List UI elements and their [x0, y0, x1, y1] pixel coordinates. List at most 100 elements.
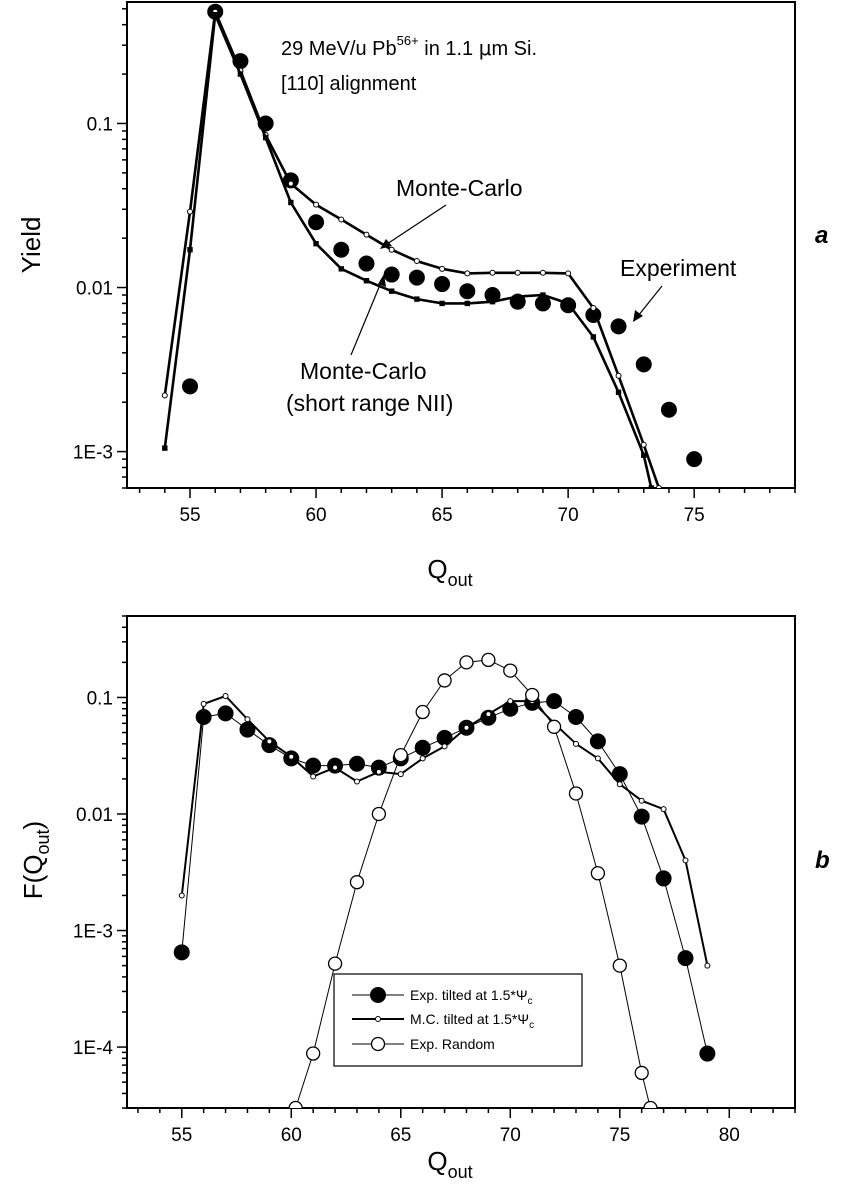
data-point [375, 768, 382, 775]
callout-monte-carlo: Monte-Carlo [396, 175, 523, 201]
data-point [507, 698, 514, 705]
data-point [643, 1100, 658, 1108]
data-point [540, 292, 546, 298]
data-point [308, 214, 325, 231]
data-point [310, 773, 317, 780]
data-point [414, 739, 431, 756]
series-mc_tilted [178, 692, 711, 969]
data-point [615, 372, 622, 379]
data-point [173, 944, 190, 961]
data-point [546, 693, 563, 710]
data-point [287, 180, 294, 187]
data-point [327, 956, 343, 971]
x-tick-label: 65 [432, 505, 453, 526]
series-mc_short [162, 12, 655, 488]
legend-label-mc-tilted: M.C. tilted at 1.5*Ψc [410, 1011, 534, 1031]
data-point [686, 451, 703, 468]
data-point [641, 452, 647, 458]
data-point [634, 1065, 649, 1081]
data-point [419, 755, 426, 762]
callout-arrow-experiment [637, 285, 663, 317]
series-exp_random [288, 652, 658, 1108]
data-point [162, 445, 168, 451]
data-point [682, 857, 689, 864]
data-point [414, 296, 420, 302]
data-point [313, 241, 319, 247]
callout-arrowhead-experiment [633, 310, 643, 322]
x-tick-label: 55 [171, 1125, 192, 1146]
legend: Exp. tilted at 1.5*Ψc M.C. tilted at 1.5… [333, 973, 583, 1067]
x-tick-label: 75 [609, 1125, 630, 1146]
data-point [388, 288, 395, 294]
data-point [182, 378, 199, 395]
data-point [333, 241, 350, 258]
data-point [546, 719, 562, 734]
data-point [434, 276, 451, 293]
data-point [393, 747, 408, 763]
data-point [525, 687, 540, 703]
series-line-exp_random [295, 659, 651, 1108]
data-point [349, 875, 365, 890]
data-point [655, 485, 662, 488]
data-point [266, 738, 273, 745]
data-point [610, 318, 627, 335]
x-axis-title: Qout [427, 1146, 472, 1182]
data-point [306, 1046, 321, 1061]
data-point [244, 716, 251, 723]
data-point [655, 870, 672, 887]
data-point [633, 808, 650, 825]
data-point [489, 269, 496, 276]
x-tick-label: 60 [281, 1125, 302, 1146]
x-tick-label: 75 [684, 505, 705, 526]
x-tick-label: 70 [558, 505, 579, 526]
y-axis-title: F(Qout) [18, 821, 53, 899]
x-axis-title: Qout [427, 554, 472, 590]
data-point [464, 270, 471, 277]
data-point [388, 246, 395, 253]
data-point [572, 740, 579, 747]
panel-letter-a: a [815, 222, 828, 249]
data-point [590, 305, 597, 312]
data-point [338, 266, 344, 272]
legend-marker-exp_tilted [370, 987, 386, 1003]
data-point [348, 755, 365, 772]
data-point [288, 753, 295, 760]
panel-letter-b: b [815, 847, 830, 874]
data-point [565, 300, 571, 307]
data-point [515, 293, 521, 300]
data-point [481, 652, 496, 668]
data-point [514, 269, 521, 276]
data-point [353, 778, 360, 785]
callout-experiment: Experiment [620, 255, 737, 281]
data-point [459, 655, 474, 670]
tick-marks [117, 8, 796, 498]
y-tick-label: 1E-3 [73, 922, 113, 943]
data-point [262, 134, 269, 141]
tick-labels: 55 60 65 70 75 1E-3 0.01 0.1 [73, 114, 705, 526]
data-point [612, 958, 627, 973]
panel-b: 55 60 65 70 75 80 1E-4 1E-3 0.01 0.1 F(Qout) Qout… [18, 615, 830, 1182]
y-axis-title: Yield [16, 217, 46, 274]
data-point [489, 298, 496, 305]
annotation-line-2: [110] alignment [281, 73, 417, 95]
y-tick-label: 0.01 [76, 805, 113, 826]
data-point [464, 300, 471, 307]
data-point [363, 278, 370, 284]
plot-area [161, 3, 703, 488]
data-point [187, 208, 194, 215]
data-point [699, 1045, 716, 1062]
callout-arrowhead-monte-carlo-short [378, 274, 386, 287]
plot-area [173, 652, 716, 1108]
data-point [567, 708, 584, 725]
y-tick-label: 0.01 [76, 279, 113, 300]
data-point [408, 269, 425, 286]
data-point [371, 806, 387, 822]
data-point [178, 892, 185, 899]
data-point [615, 389, 622, 395]
data-point [261, 737, 278, 754]
annotation-line-1: 29 MeV/u Pb56+ in 1.1 μm Si. [281, 33, 537, 60]
data-point [660, 401, 677, 418]
data-point [638, 797, 645, 804]
data-point [332, 764, 339, 771]
callout-arrowhead-monte-carlo [380, 239, 392, 249]
